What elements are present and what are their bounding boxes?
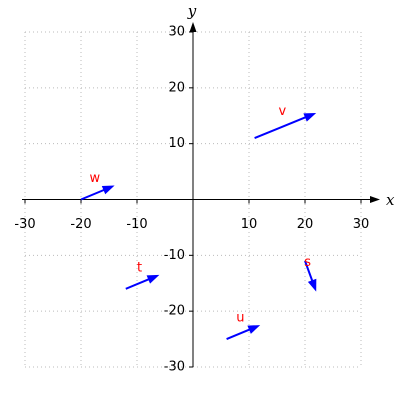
vector-shaft bbox=[304, 260, 314, 283]
x-tick-label: 20 bbox=[297, 217, 314, 232]
x-axis-label: x bbox=[386, 191, 395, 209]
x-tick-label: -10 bbox=[126, 217, 147, 232]
y-tick-label: -20 bbox=[164, 304, 185, 319]
x-tick-label: -20 bbox=[70, 217, 91, 232]
x-tick-label: -30 bbox=[14, 217, 35, 232]
y-tick-label: -30 bbox=[164, 360, 185, 375]
vector-shaft bbox=[254, 115, 308, 140]
y-axis-arrow bbox=[189, 22, 197, 32]
vector-label: u bbox=[236, 311, 244, 326]
x-tick-label: 30 bbox=[353, 217, 370, 232]
vector-head bbox=[146, 274, 160, 284]
vector-shaft bbox=[125, 277, 151, 290]
x-axis-arrow bbox=[370, 196, 380, 203]
vector-label: s bbox=[304, 255, 311, 270]
vector-label: w bbox=[89, 171, 100, 186]
vector-shaft bbox=[226, 328, 252, 341]
y-axis-label: y bbox=[187, 2, 197, 20]
vector-head bbox=[303, 112, 317, 122]
vector-shaft bbox=[80, 188, 106, 201]
vector-head bbox=[101, 185, 115, 195]
vector-label: t bbox=[137, 260, 142, 275]
y-tick-label: 30 bbox=[168, 25, 185, 40]
vector-head bbox=[307, 278, 317, 292]
y-tick-label: -10 bbox=[164, 248, 185, 263]
vector-label: v bbox=[279, 104, 287, 119]
x-tick-label: 10 bbox=[241, 217, 258, 232]
vector-head bbox=[247, 325, 261, 334]
y-tick-label: 10 bbox=[168, 136, 185, 151]
y-tick-label: 20 bbox=[168, 80, 185, 95]
